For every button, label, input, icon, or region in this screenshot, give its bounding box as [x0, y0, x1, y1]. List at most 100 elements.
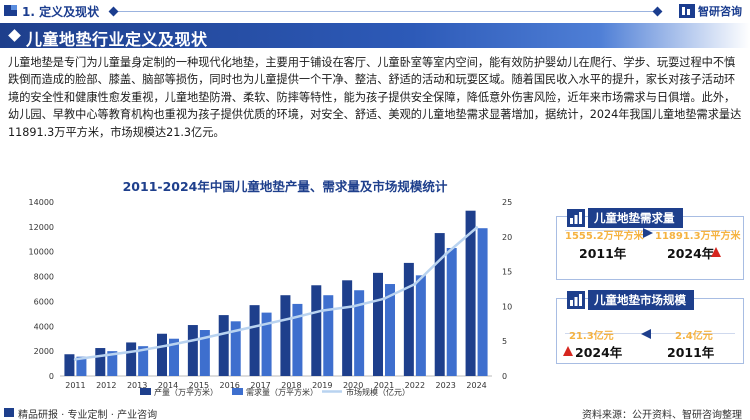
production-bar [434, 233, 445, 376]
y-left-tick-label: 4000 [34, 322, 54, 331]
production-bar [373, 272, 383, 376]
demand-bar [354, 290, 365, 376]
legend-label: 需求量（万平方米） [246, 387, 318, 397]
market-size-point [104, 353, 108, 357]
y-right-tick-label: 5 [502, 337, 507, 346]
x-tick-label: 2021 [374, 381, 394, 390]
production-bar [157, 333, 167, 376]
y-left-tick-label: 14000 [29, 198, 54, 207]
bar-chart-icon [567, 291, 585, 309]
y-left-tick-label: 12000 [29, 223, 54, 232]
x-tick-label: 2024 [466, 381, 486, 390]
logo-text: 智研咨询 [698, 5, 742, 18]
production-bar [465, 210, 476, 376]
header-divider [118, 11, 658, 12]
market-end-value: 21.3亿元 [569, 331, 614, 342]
production-bar [403, 262, 414, 376]
intro-paragraph: 儿童地垫是专门为儿童量身定制的一种现代化地垫，主要用于铺设在客厅、儿童卧室等室内… [8, 56, 742, 139]
market-size-point [135, 349, 139, 353]
demand-bar [385, 284, 395, 376]
x-tick-label: 2023 [436, 381, 456, 390]
x-tick-label: 2012 [96, 381, 116, 390]
legend-label: 市场规模（亿元） [346, 387, 410, 397]
market-size-point [413, 282, 417, 286]
y-right-tick-label: 0 [502, 372, 507, 381]
market-size-point [228, 330, 232, 334]
y-left-tick-label: 2000 [34, 347, 54, 356]
panel-header: 儿童地垫市场规模 [567, 289, 694, 311]
market-size-point [197, 337, 201, 341]
production-bar [187, 325, 198, 376]
x-tick-label: 2022 [405, 381, 425, 390]
demand-bar [292, 303, 303, 376]
market-size-point [289, 316, 294, 320]
section-marker-icon [4, 5, 17, 16]
y-right-tick-label: 10 [502, 302, 512, 311]
x-tick-label: 2018 [281, 381, 301, 390]
x-tick-label: 2016 [220, 381, 240, 390]
demand-end-value: 11891.3万平方米 [655, 231, 741, 242]
x-tick-label: 2015 [189, 381, 209, 390]
market-size-panel: 儿童地垫市场规模 21.3亿元 2.4亿元 2024年 2011年 [556, 290, 744, 364]
section-header: 1. 定义及现状 智研咨询 [0, 0, 750, 22]
y-left-tick-label: 10000 [29, 248, 54, 257]
panel-header: 儿童地垫需求量 [567, 207, 683, 229]
up-arrow-icon [563, 346, 573, 356]
demand-bar [261, 312, 272, 376]
x-tick-label: 2017 [250, 381, 270, 390]
market-size-point [258, 323, 263, 327]
brand-logo[interactable]: 智研咨询 [679, 3, 742, 19]
production-bar [311, 285, 322, 376]
production-bar [95, 348, 106, 376]
production-bar [126, 342, 137, 376]
demand-start-value: 1555.2万平方米 [565, 231, 644, 242]
y-right-tick-label: 15 [502, 268, 512, 277]
x-tick-label: 2020 [343, 381, 363, 390]
arrow-right-icon [643, 228, 653, 238]
market-end-year: 2024年 [575, 345, 623, 360]
data-source: 资料来源：公开资料、智研咨询整理 [582, 410, 742, 420]
footer: 精品研报 · 专业定制 · 产业咨询 资料来源：公开资料、智研咨询整理 [0, 404, 750, 420]
footer-tagline: 精品研报 · 专业定制 · 产业咨询 [18, 410, 158, 420]
production-bar [342, 280, 353, 376]
up-arrow-icon [711, 247, 721, 257]
market-size-line [75, 226, 478, 361]
panel-title: 儿童地垫市场规模 [588, 290, 694, 310]
chart-title: 2011-2024年中国儿童地垫产量、需求量及市场规模统计 [122, 179, 448, 194]
market-start-year: 2011年 [667, 345, 715, 360]
production-bar [249, 305, 260, 376]
diamond-icon [108, 6, 119, 17]
market-size-point [320, 308, 324, 313]
x-tick-label: 2019 [312, 381, 332, 390]
logo-icon [679, 4, 695, 18]
production-demand-market-chart: 0 2000 4000 6000 8000 10000 12000 14000 0 5 10 15 20… [29, 198, 513, 397]
demand-bar [477, 228, 488, 376]
x-tick-label: 2014 [158, 381, 178, 390]
demand-start-year: 2011年 [579, 246, 627, 261]
x-tick-label: 2011 [65, 381, 85, 390]
market-size-point [166, 343, 170, 347]
demand-bar [199, 330, 210, 376]
title-bar: 儿童地垫行业定义及现状 [0, 23, 750, 49]
production-bar [64, 354, 75, 376]
demand-bar [76, 356, 87, 376]
panel-title: 儿童地垫需求量 [588, 208, 683, 228]
market-size-point [474, 226, 479, 230]
arrow-left-icon [641, 329, 651, 339]
demand-bar [415, 275, 426, 376]
production-bar [218, 315, 229, 376]
legend-swatch [232, 388, 243, 395]
y-right-tick-label: 25 [502, 198, 512, 207]
diamond-icon [8, 29, 21, 42]
footer-logo-icon [4, 408, 14, 417]
demand-end-year: 2024年 [667, 246, 715, 261]
y-left-tick-label: 6000 [34, 297, 54, 306]
market-size-point [444, 252, 448, 256]
demand-bar [138, 346, 149, 376]
section-title: 1. 定义及现状 [22, 5, 100, 19]
market-size-point [351, 304, 355, 308]
demand-bar [446, 247, 457, 376]
page-title: 儿童地垫行业定义及现状 [26, 30, 208, 49]
legend-swatch [140, 388, 151, 395]
demand-bar [323, 295, 334, 376]
